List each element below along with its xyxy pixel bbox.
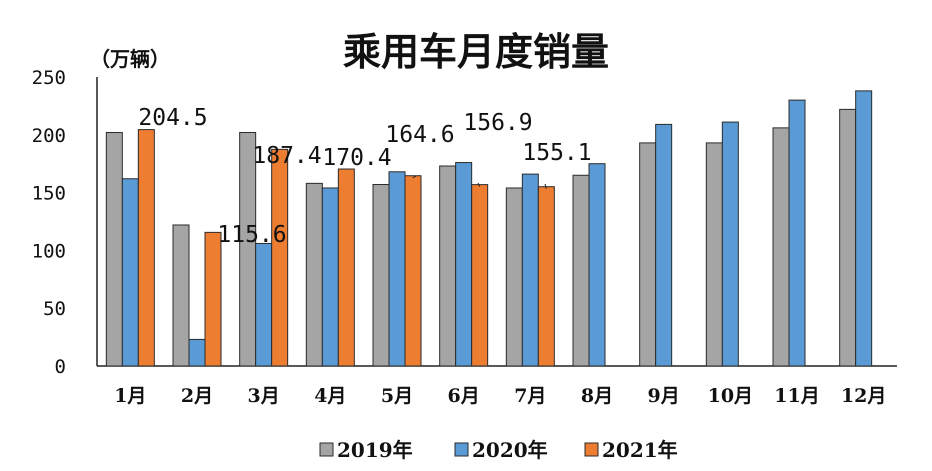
bar-2-11 bbox=[788, 99, 806, 367]
x-tick-label: 11月 bbox=[774, 385, 819, 407]
bar-2-6 bbox=[455, 162, 473, 367]
data-label: 115.6 bbox=[217, 222, 286, 248]
bar-2-9 bbox=[655, 123, 673, 367]
y-tick-label: 50 bbox=[43, 298, 66, 320]
legend-label-3: 2021年 bbox=[602, 438, 678, 462]
data-label-leader bbox=[412, 175, 417, 179]
chart-title: 乘用车月度销量 bbox=[343, 30, 609, 74]
bar-3-7 bbox=[537, 186, 555, 367]
bar-1-11 bbox=[772, 127, 790, 367]
bar-1-6 bbox=[439, 165, 457, 367]
y-unit-label: （万辆） bbox=[90, 47, 170, 71]
bar-2-10 bbox=[721, 121, 739, 367]
bar-3-2 bbox=[204, 231, 222, 367]
bar-2-3 bbox=[255, 242, 273, 367]
data-label-leader bbox=[477, 182, 481, 187]
legend-swatch-1 bbox=[319, 442, 334, 457]
x-ticks: 1月 2月 3月 4月 5月 6月 7月 8月 9月 10月 11月 12月 bbox=[114, 385, 886, 407]
bar-1-10 bbox=[705, 142, 723, 367]
bar-1-5 bbox=[372, 184, 390, 367]
y-ticks: 0 50 100 150 200 250 bbox=[32, 67, 66, 378]
legend-swatch-2 bbox=[454, 442, 469, 457]
legend-swatch-3 bbox=[584, 442, 599, 457]
bar-1-9 bbox=[639, 142, 657, 367]
x-tick-label: 8月 bbox=[581, 385, 613, 407]
y-tick-label: 200 bbox=[32, 125, 66, 147]
bar-2-1 bbox=[121, 178, 139, 367]
bar-3-4 bbox=[337, 168, 355, 367]
data-label: 204.5 bbox=[138, 105, 207, 131]
bar-2-8 bbox=[588, 163, 606, 367]
x-tick-label: 2月 bbox=[181, 385, 213, 407]
legend-label-1: 2019年 bbox=[337, 438, 413, 462]
bar-3-1 bbox=[137, 129, 155, 367]
x-tick-label: 10月 bbox=[708, 385, 753, 407]
x-tick-label: 3月 bbox=[248, 385, 280, 407]
bar-1-2 bbox=[172, 224, 190, 367]
legend: 2019年 2020年 2021年 bbox=[319, 438, 678, 462]
y-tick-label: 250 bbox=[32, 67, 66, 89]
data-label: 155.1 bbox=[522, 140, 591, 166]
x-tick-label: 6月 bbox=[448, 385, 480, 407]
bar-1-4 bbox=[305, 182, 323, 367]
bar-2-7 bbox=[521, 173, 539, 367]
bar-1-12 bbox=[839, 108, 857, 367]
bar-3-3 bbox=[271, 148, 289, 367]
bar-1-7 bbox=[505, 187, 523, 367]
x-tick-label: 4月 bbox=[314, 385, 346, 407]
y-tick-label: 0 bbox=[55, 356, 66, 378]
y-tick-label: 100 bbox=[32, 240, 66, 262]
x-tick-label: 5月 bbox=[381, 385, 413, 407]
data-label: 164.6 bbox=[385, 122, 454, 148]
x-tick-label: 7月 bbox=[514, 385, 546, 407]
data-label-leader bbox=[544, 183, 547, 189]
legend-label-2: 2020年 bbox=[472, 438, 548, 462]
bar-3-6 bbox=[471, 184, 489, 367]
data-label: 156.9 bbox=[463, 110, 532, 136]
x-tick-label: 9月 bbox=[648, 385, 680, 407]
y-tick-label: 150 bbox=[32, 183, 66, 205]
x-tick-label: 1月 bbox=[114, 385, 146, 407]
bar-2-2 bbox=[188, 338, 206, 367]
bar-3-5 bbox=[404, 175, 422, 367]
bar-1-8 bbox=[572, 174, 590, 367]
bar-2-12 bbox=[855, 90, 873, 367]
bar-2-4 bbox=[321, 187, 339, 367]
bar-2-5 bbox=[388, 171, 406, 367]
data-label: 187.4 bbox=[252, 143, 321, 169]
data-label: 170.4 bbox=[322, 145, 391, 171]
x-tick-label: 12月 bbox=[841, 385, 886, 407]
bars-group bbox=[105, 90, 873, 367]
bar-1-1 bbox=[105, 131, 123, 367]
